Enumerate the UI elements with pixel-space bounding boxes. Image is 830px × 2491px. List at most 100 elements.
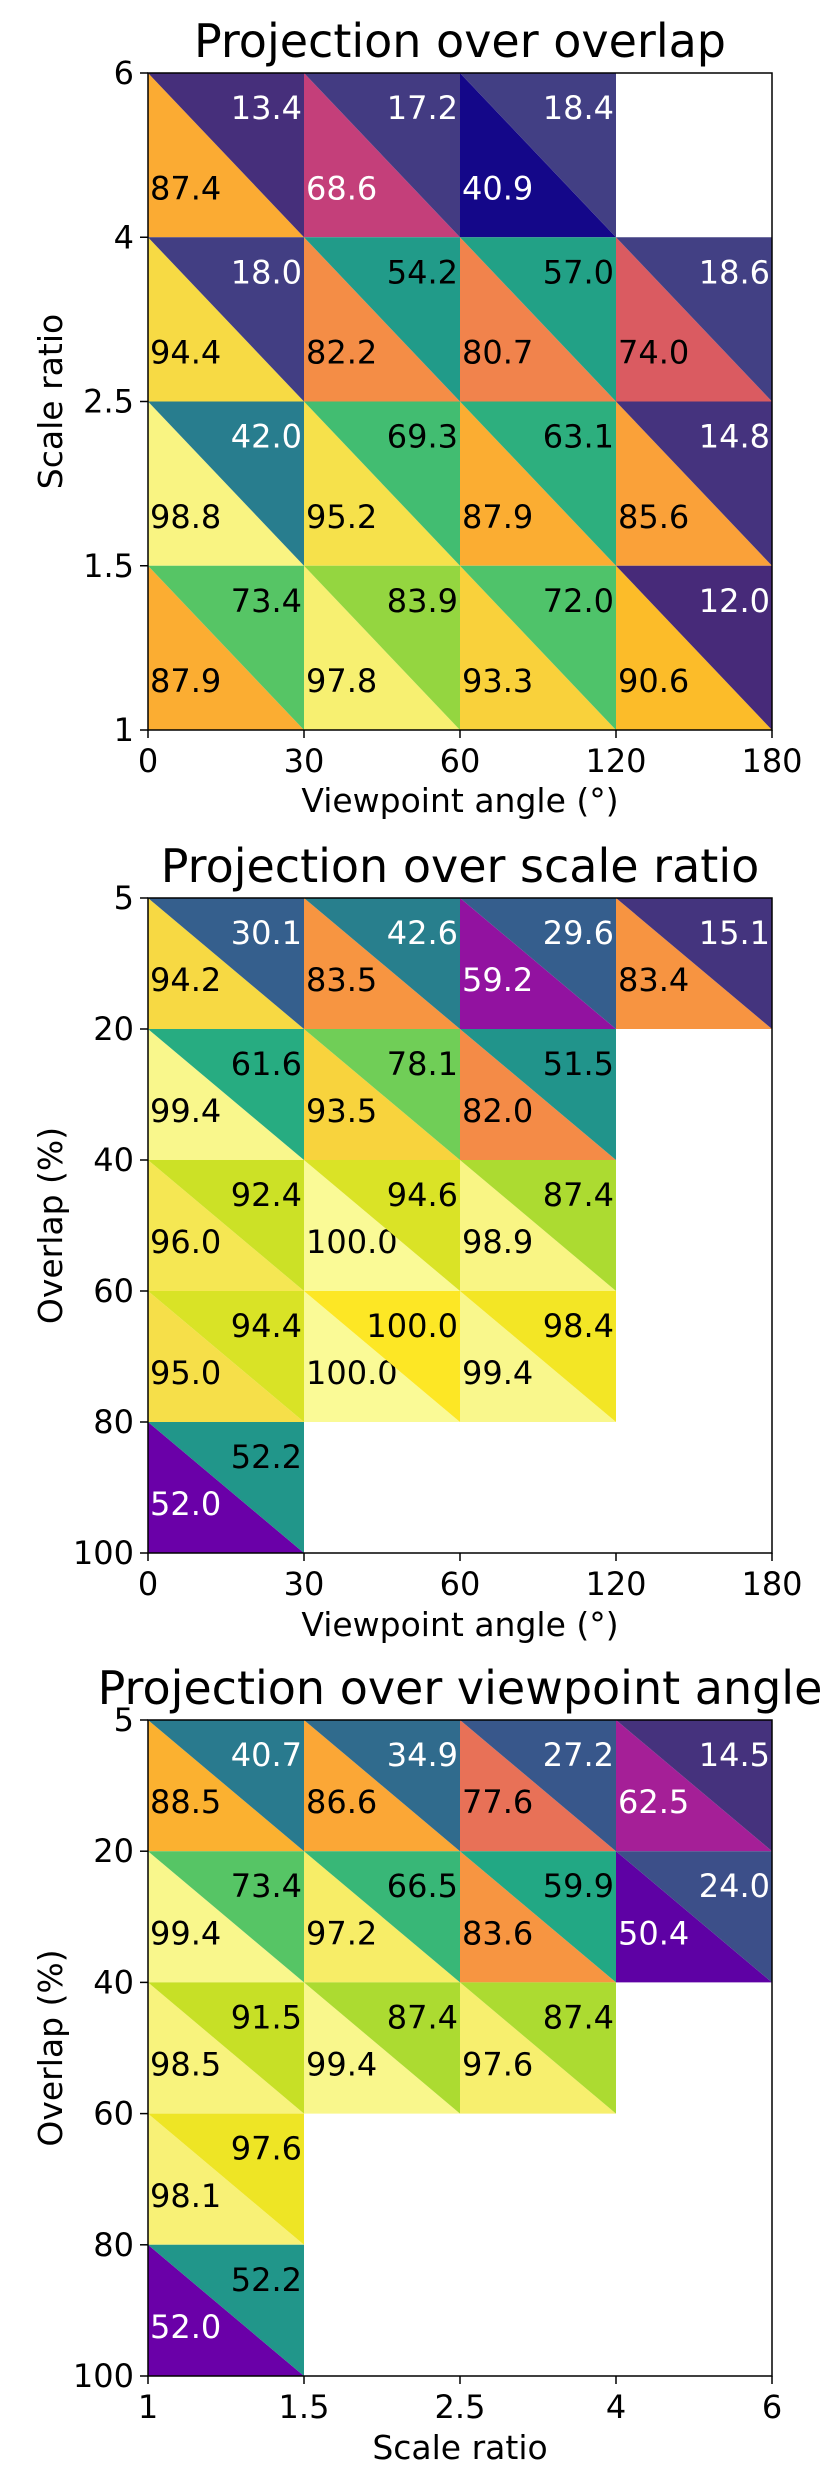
x-tick-label: 4 bbox=[606, 2388, 626, 2426]
heatmap-cell: 86.6 34.9 bbox=[304, 1720, 460, 1852]
x-tick-label: 120 bbox=[585, 1565, 646, 1603]
upper-triangle bbox=[148, 2113, 304, 2245]
upper-value-label: 18.6 bbox=[699, 253, 770, 291]
upper-triangle bbox=[304, 237, 460, 402]
x-tick-label: 180 bbox=[741, 742, 802, 780]
heatmap-cell: 100.0 94.6 bbox=[304, 1160, 460, 1291]
upper-value-label: 72.0 bbox=[543, 582, 614, 620]
upper-triangle bbox=[616, 237, 772, 402]
lower-value-label: 40.9 bbox=[462, 169, 533, 207]
lower-value-label: 97.2 bbox=[306, 1914, 377, 1952]
upper-value-label: 100.0 bbox=[366, 1307, 458, 1345]
lower-value-label: 93.3 bbox=[462, 662, 533, 700]
chart-title: Projection over overlap bbox=[194, 14, 726, 68]
heatmap-cell: 87.4 13.4 bbox=[148, 73, 304, 238]
heatmap-cell: 68.6 17.2 bbox=[304, 73, 460, 238]
upper-triangle bbox=[460, 565, 616, 730]
heatmap-cell: 90.6 12.0 bbox=[616, 565, 772, 730]
lower-triangle bbox=[148, 2244, 304, 2376]
lower-value-label: 98.1 bbox=[150, 2177, 221, 2215]
lower-value-label: 95.0 bbox=[150, 1354, 221, 1392]
y-tick-label: 80 bbox=[93, 2226, 134, 2264]
upper-triangle bbox=[148, 1851, 304, 1983]
upper-triangle bbox=[148, 237, 304, 402]
lower-value-label: 59.2 bbox=[462, 961, 533, 999]
heatmap-cell: 82.2 54.2 bbox=[304, 237, 460, 402]
x-tick-label: 120 bbox=[585, 742, 646, 780]
y-tick-label: 1 bbox=[114, 711, 134, 749]
lower-value-label: 85.6 bbox=[618, 498, 689, 536]
lower-value-label: 99.4 bbox=[150, 1092, 221, 1130]
upper-value-label: 87.4 bbox=[543, 1176, 614, 1214]
upper-value-label: 69.3 bbox=[387, 418, 458, 456]
upper-triangle bbox=[460, 237, 616, 402]
heatmap-cell: 99.4 61.6 bbox=[148, 1029, 304, 1160]
y-tick-label: 20 bbox=[93, 1832, 134, 1870]
upper-value-label: 54.2 bbox=[387, 253, 458, 291]
lower-value-label: 100.0 bbox=[306, 1223, 398, 1261]
upper-triangle bbox=[304, 1291, 460, 1422]
lower-value-label: 68.6 bbox=[306, 169, 377, 207]
upper-value-label: 91.5 bbox=[231, 1998, 302, 2036]
lower-value-label: 52.0 bbox=[150, 1485, 221, 1523]
upper-value-label: 57.0 bbox=[543, 253, 614, 291]
y-tick-label: 5 bbox=[114, 879, 134, 917]
upper-value-label: 87.4 bbox=[543, 1998, 614, 2036]
upper-triangle bbox=[460, 1291, 616, 1422]
lower-triangle bbox=[148, 2113, 304, 2245]
x-tick-label: 30 bbox=[284, 742, 325, 780]
lower-value-label: 97.6 bbox=[462, 2046, 533, 2084]
upper-triangle bbox=[460, 1720, 616, 1852]
lower-value-label: 95.2 bbox=[306, 498, 377, 536]
upper-value-label: 51.5 bbox=[543, 1045, 614, 1083]
heatmap-cell: 62.5 14.5 bbox=[616, 1720, 772, 1852]
lower-value-label: 94.4 bbox=[150, 334, 221, 372]
y-tick-label: 1.5 bbox=[83, 547, 134, 585]
upper-triangle bbox=[460, 1029, 616, 1160]
y-axis-label: Overlap (%) bbox=[31, 1949, 70, 2146]
lower-value-label: 82.0 bbox=[462, 1092, 533, 1130]
upper-triangle bbox=[304, 401, 460, 566]
upper-value-label: 42.6 bbox=[387, 914, 458, 952]
lower-value-label: 87.4 bbox=[150, 169, 221, 207]
lower-triangle bbox=[148, 1982, 304, 2114]
upper-triangle bbox=[148, 565, 304, 730]
chart-title: Projection over viewpoint angle bbox=[98, 1661, 823, 1715]
heatmap-cell: 93.3 72.0 bbox=[460, 565, 616, 730]
lower-value-label: 98.9 bbox=[462, 1223, 533, 1261]
y-tick-label: 60 bbox=[93, 2095, 134, 2133]
upper-value-label: 61.6 bbox=[231, 1045, 302, 1083]
heatmap-cell: 87.9 63.1 bbox=[460, 401, 616, 566]
panel-viewpoint-angle-projection: 88.540.786.634.977.627.262.514.599.473.4… bbox=[31, 1661, 822, 2467]
upper-value-label: 12.0 bbox=[699, 582, 770, 620]
heatmap-cell: 59.2 29.6 bbox=[460, 898, 616, 1029]
heatmap-cell: 83.4 15.1 bbox=[616, 898, 772, 1029]
x-axis-label: Viewpoint angle (°) bbox=[301, 1605, 618, 1644]
y-axis-label: Overlap (%) bbox=[31, 1127, 70, 1324]
lower-value-label: 97.8 bbox=[306, 662, 377, 700]
x-tick-label: 2.5 bbox=[435, 2388, 486, 2426]
upper-value-label: 52.2 bbox=[231, 1438, 302, 1476]
heatmap-cell: 95.2 69.3 bbox=[304, 401, 460, 566]
upper-value-label: 14.5 bbox=[699, 1736, 770, 1774]
y-tick-label: 4 bbox=[114, 218, 134, 256]
upper-value-label: 42.0 bbox=[231, 418, 302, 456]
lower-triangle bbox=[616, 1851, 772, 1983]
upper-triangle bbox=[460, 401, 616, 566]
heatmap-cell: 52.0 52.2 bbox=[148, 1422, 304, 1553]
heatmap-cell: 99.4 87.4 bbox=[304, 1982, 460, 2114]
chart-title: Projection over scale ratio bbox=[161, 839, 760, 893]
upper-triangle bbox=[304, 898, 460, 1029]
lower-value-label: 62.5 bbox=[618, 1783, 689, 1821]
heatmap-cell: 40.9 18.4 bbox=[460, 73, 616, 238]
heatmap-cell: 93.5 78.1 bbox=[304, 1029, 460, 1160]
upper-triangle bbox=[616, 898, 772, 1029]
lower-value-label: 94.2 bbox=[150, 961, 221, 999]
heatmap-cell: 97.6 87.4 bbox=[460, 1982, 616, 2114]
upper-triangle bbox=[148, 1422, 304, 1553]
upper-triangle bbox=[148, 401, 304, 566]
upper-value-label: 66.5 bbox=[387, 1867, 458, 1905]
lower-value-label: 82.2 bbox=[306, 334, 377, 372]
y-tick-label: 20 bbox=[93, 1010, 134, 1048]
